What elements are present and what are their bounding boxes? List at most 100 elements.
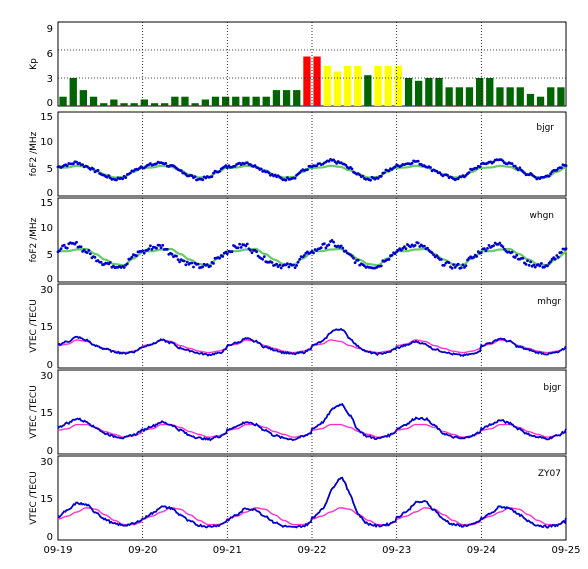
obs-point [165,248,169,251]
obs-point [249,248,252,252]
ytick: 15 [40,494,53,505]
obs-point [467,171,471,174]
obs-point [379,174,383,178]
obs-point [121,177,125,181]
station-label: ZY07 [538,469,561,479]
obs-point [416,159,420,163]
obs-point [239,246,243,249]
ytick: 15 [40,408,53,419]
obs-point [108,261,112,264]
obs-point [221,255,225,258]
obs-point [73,242,77,246]
kp-ylabel: Kp [29,58,39,70]
vtec-zy07-panel: ZY07 0 15 30 VTEC /TECU [29,455,567,543]
obs-point [201,178,205,182]
obs-point [503,247,506,251]
obs-point [122,266,126,269]
obs-point [498,241,502,245]
obs-point [456,177,460,181]
panel-grid [142,370,482,454]
obs-point [527,263,531,267]
fof2-bjgr-panel: bjgr 0 5 10 15 foF2 /MHz [29,111,568,199]
obs-point [212,262,215,265]
obs-point [556,255,560,259]
obs-point [87,249,91,252]
obs-point [315,164,318,168]
obs-point [515,253,519,257]
obs-point [250,251,254,255]
obs-point [129,171,132,175]
kp-bar [161,103,169,106]
ylabel: VTEC /TECU [29,385,39,439]
kp-bar [486,78,494,106]
station-label: whgn [530,211,554,221]
kp-bar [303,56,311,106]
panel-grid [142,456,482,540]
ytick: 10 [40,223,53,234]
obs-point [549,172,552,176]
obs-series [56,239,568,270]
obs-point [362,264,366,267]
obs-point [390,253,394,257]
kp-bar [201,99,209,106]
fof2-whgn-panel: whgn 0 5 10 15 foF2 /MHz [29,197,568,285]
obs-point [358,173,362,177]
ytick: 30 [40,457,53,468]
ytick: 5 [47,250,53,261]
ylabel: VTEC /TECU [29,299,39,353]
kp-bar [394,65,402,106]
obs-curve [57,476,567,529]
obs-point [447,261,451,264]
obs-point [439,258,443,261]
kp-bar [110,99,118,106]
obs-point [141,249,145,253]
obs-point [464,264,468,268]
kp-bar [89,96,98,106]
obs-point [244,244,248,248]
kp-bar [130,103,138,106]
ytick: 0 [47,188,53,199]
obs-point [510,162,514,166]
obs-point [344,163,348,167]
obs-point [492,244,495,248]
kp-bar [262,96,270,106]
obs-point [478,165,482,169]
obs-point [486,247,489,250]
obs-point [225,166,229,170]
obs-point [379,264,383,268]
obs-point [96,168,100,172]
obs-point [319,246,323,250]
kp-bar [79,90,87,106]
obs-point [159,246,163,250]
obs-point [210,175,214,179]
obs-point [201,265,205,269]
obs-point [341,246,345,250]
kp-bar [526,93,535,106]
obs-point [62,243,66,247]
kp-bar [120,103,128,106]
obs-point [513,256,517,259]
obs-point [547,174,551,178]
obs-point [492,160,495,164]
kp-bar [323,65,331,106]
kp-panel: 0 3 6 9 Kp [29,21,567,109]
obs-point [484,249,488,253]
kp-bar [557,87,565,106]
obs-point [142,251,146,255]
obs-point [426,246,429,250]
obs-point [81,163,84,167]
obs-point [538,264,542,268]
ytick: 15 [40,322,53,333]
obs-point [443,263,446,267]
obs-point [475,166,479,170]
obs-point [540,262,543,265]
obs-point [564,164,568,168]
obs-point [324,246,328,250]
obs-point [533,175,537,179]
kp-bar [354,65,362,106]
kp-bar [313,56,321,106]
obs-point [82,248,86,252]
ytick: 0 [47,360,53,371]
obs-point [461,263,465,267]
obs-point [295,264,298,267]
